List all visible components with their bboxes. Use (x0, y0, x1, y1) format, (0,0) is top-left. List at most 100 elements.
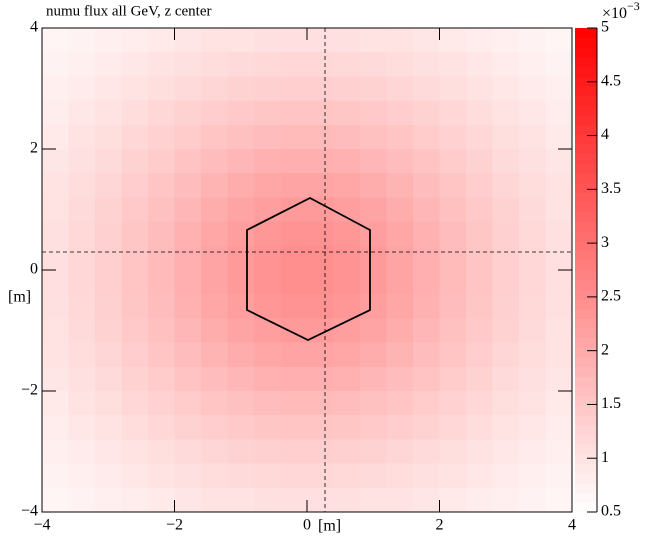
heatmap-cell (42, 245, 69, 271)
heatmap-cell (227, 318, 255, 343)
heatmap-cell (121, 124, 149, 150)
heatmap-cell (174, 221, 202, 247)
z-tick-label: 1 (601, 449, 609, 466)
heatmap-cell (519, 463, 546, 489)
heatmap-cell (333, 124, 361, 150)
heatmap-cell (42, 100, 69, 126)
heatmap-cell (95, 149, 122, 174)
heatmap-cell (307, 391, 334, 416)
heatmap-cell (254, 221, 281, 247)
heatmap-cell (360, 318, 387, 343)
heatmap-cell (280, 100, 308, 126)
z-multiplier-base: ×10 (602, 5, 627, 22)
heatmap-cell (174, 197, 202, 222)
heatmap-cell (307, 76, 334, 101)
heatmap-cell (492, 245, 520, 271)
heatmap-cell (413, 28, 440, 53)
heatmap-cell (519, 294, 546, 319)
x-tick-label: 0 (303, 517, 311, 534)
heatmap-cell (307, 149, 334, 174)
heatmap-cell (360, 52, 387, 77)
heatmap-cell (42, 342, 69, 368)
heatmap-cell (360, 342, 387, 368)
heatmap-cell (280, 391, 308, 416)
heatmap-cell (439, 173, 467, 198)
heatmap-cell (307, 100, 334, 126)
heatmap-cells (42, 28, 573, 513)
color-scale-step (575, 299, 597, 310)
heatmap-cell (519, 197, 546, 222)
heatmap-cell (95, 342, 122, 368)
heatmap-cell (201, 366, 228, 392)
heatmap-cell (333, 487, 361, 513)
heatmap-cell (280, 294, 308, 319)
color-scale-step (575, 424, 597, 435)
heatmap-cell (227, 76, 255, 101)
heatmap-cell (121, 52, 149, 77)
heatmap-cell (307, 197, 334, 222)
heatmap-cell (466, 270, 493, 295)
color-scale-step (575, 405, 597, 416)
color-scale-step (575, 260, 597, 271)
heatmap-cell (439, 342, 467, 368)
heatmap-cell (386, 100, 414, 126)
heatmap-cell (121, 415, 149, 440)
heatmap-cell (227, 391, 255, 416)
color-scale-step (575, 28, 597, 39)
heatmap-cell (386, 173, 414, 198)
heatmap-cell (333, 415, 361, 440)
heatmap-cell (386, 270, 414, 295)
color-scale-step (575, 124, 597, 135)
color-scale-step (575, 231, 597, 242)
heatmap-cell (545, 463, 573, 489)
heatmap-cell (254, 318, 281, 343)
heatmap-cell (227, 221, 255, 247)
heatmap-cell (333, 76, 361, 101)
heatmap-cell (519, 76, 546, 101)
heatmap-cell (42, 391, 69, 416)
heatmap-cell (148, 100, 175, 126)
heatmap-cell (68, 52, 96, 77)
heatmap-cell (68, 463, 96, 489)
heatmap-cell (413, 439, 440, 464)
heatmap-cell (413, 318, 440, 343)
heatmap-cell (148, 439, 175, 464)
color-scale-step (575, 279, 597, 290)
color-scale-step (575, 357, 597, 368)
heatmap-cell (439, 76, 467, 101)
heatmap-cell (519, 487, 546, 513)
heatmap-cell (68, 221, 96, 247)
heatmap-cell (280, 439, 308, 464)
heatmap-cell (545, 221, 573, 247)
heatmap-cell (42, 366, 69, 392)
heatmap-cell (439, 463, 467, 489)
heatmap-cell (254, 366, 281, 392)
heatmap-cell (545, 415, 573, 440)
heatmap-cell (201, 415, 228, 440)
heatmap-cell (360, 197, 387, 222)
heatmap-cell (42, 487, 69, 513)
heatmap-cell (439, 270, 467, 295)
heatmap-cell (174, 463, 202, 489)
heatmap-cell (519, 439, 546, 464)
heatmap-cell (466, 197, 493, 222)
heatmap-cell (148, 463, 175, 489)
heatmap-cell (174, 391, 202, 416)
color-scale-step (575, 492, 597, 503)
color-scale-step (575, 337, 597, 348)
x-tick-label: −4 (33, 517, 50, 534)
heatmap-cell (545, 366, 573, 392)
heatmap-cell (42, 463, 69, 489)
heatmap-cell (201, 28, 228, 53)
heatmap-cell (42, 124, 69, 150)
heatmap-cell (68, 173, 96, 198)
heatmap-cell (254, 100, 281, 126)
heatmap-cell (95, 221, 122, 247)
heatmap-cell (545, 245, 573, 271)
heatmap-cell (201, 52, 228, 77)
heatmap-cell (333, 270, 361, 295)
z-tick-label: 1.5 (601, 395, 621, 412)
color-scale-step (575, 182, 597, 193)
heatmap-cell (466, 221, 493, 247)
heatmap-cell (545, 173, 573, 198)
